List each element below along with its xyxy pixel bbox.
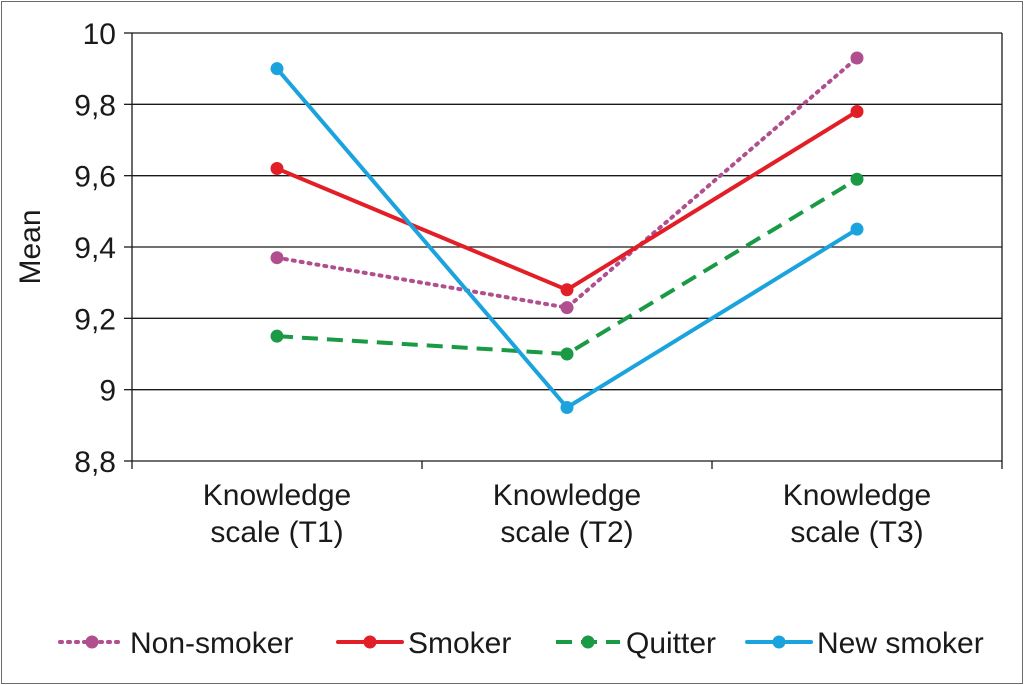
data-point <box>270 329 284 343</box>
series-quitter <box>270 172 864 361</box>
data-point <box>270 251 284 265</box>
x-tick-label: Knowledge <box>493 479 641 512</box>
series-smoker <box>270 104 864 297</box>
y-tick-label: 10 <box>83 18 116 51</box>
y-tick-label: 9,8 <box>74 89 116 122</box>
y-tick-label: 9,2 <box>74 303 116 336</box>
data-point <box>850 222 864 236</box>
legend: Non-smoker Smoker Quitter New smoker <box>58 627 984 660</box>
data-point <box>560 283 574 297</box>
x-tick-labels: Knowledge scale (T1) Knowledge scale (T2) Kn… <box>203 479 931 549</box>
legend-label: Smoker <box>408 627 511 660</box>
legend-swatch-marker <box>85 635 99 649</box>
data-point <box>850 104 864 118</box>
y-axis-title: Mean <box>14 209 47 284</box>
legend-item: Quitter <box>556 627 716 660</box>
x-tick-label: Knowledge <box>783 479 931 512</box>
series-new-smoker <box>270 62 864 414</box>
series-non-smoker <box>270 51 864 315</box>
legend-item: Non-smoker <box>58 627 293 660</box>
legend-label: New smoker <box>817 627 984 660</box>
y-tick-label: 8,8 <box>74 446 116 479</box>
data-point <box>560 301 574 315</box>
legend-swatch-marker <box>772 635 786 649</box>
x-tick-label: scale (T2) <box>500 516 633 549</box>
series-line <box>275 55 859 310</box>
data-point <box>270 62 284 76</box>
legend-item: New smoker <box>745 627 984 660</box>
x-tick-label: scale (T3) <box>790 516 923 549</box>
legend-item: Smoker <box>336 627 511 660</box>
legend-swatch-marker <box>363 635 377 649</box>
legend-swatch-marker <box>581 635 595 649</box>
series-layer <box>270 51 864 414</box>
y-tick-label: 9,4 <box>74 232 116 265</box>
legend-label: Non-smoker <box>130 627 293 660</box>
x-tick-label: Knowledge <box>203 479 351 512</box>
data-point <box>560 401 574 414</box>
data-point <box>850 172 864 186</box>
y-tick-labels: 8,8 9 9,2 9,4 9,6 9,8 10 <box>74 18 116 479</box>
data-point <box>560 347 574 361</box>
data-point <box>850 51 864 65</box>
x-tick-label: scale (T1) <box>210 516 343 549</box>
data-point <box>270 162 284 176</box>
legend-label: Quitter <box>626 627 716 660</box>
y-tick-label: 9 <box>99 375 116 408</box>
y-tick-label: 9,6 <box>74 161 116 194</box>
series-line <box>275 109 859 292</box>
